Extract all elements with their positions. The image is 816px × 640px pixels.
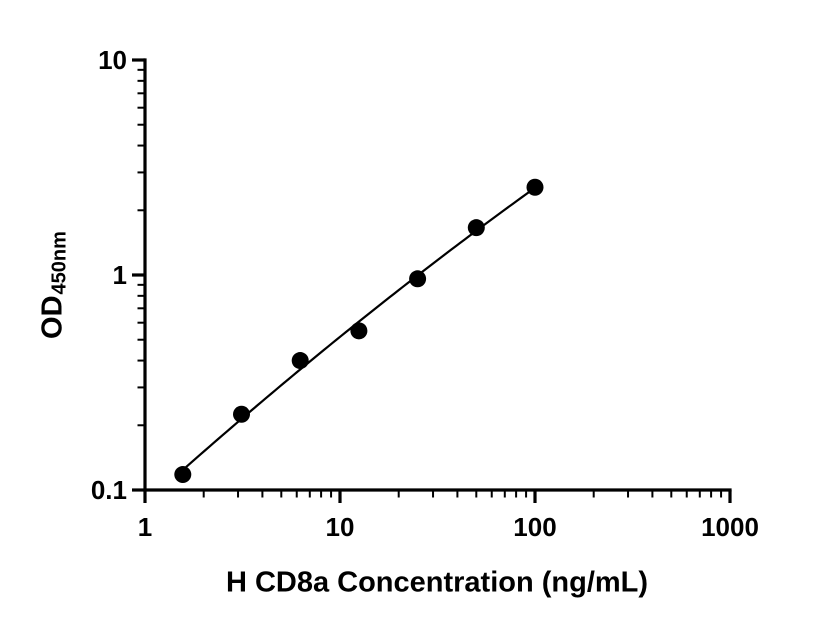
data-point xyxy=(233,405,250,423)
y-axis-title-base: OD xyxy=(36,295,69,339)
y-tick-label: 1 xyxy=(113,260,127,290)
y-axis-title-subscript: 450nm xyxy=(48,231,71,295)
x-tick-label: 1000 xyxy=(701,512,759,542)
data-point xyxy=(526,178,544,196)
data-point xyxy=(174,466,192,484)
y-tick-label: 0.1 xyxy=(91,475,127,505)
x-tick-label: 10 xyxy=(326,512,355,542)
x-tick-label: 1 xyxy=(138,512,152,542)
y-axis-title: OD450nm xyxy=(37,231,72,339)
x-axis-title: H CD8a Concentration (ng/mL) xyxy=(225,566,649,599)
data-point xyxy=(291,352,309,370)
data-point xyxy=(467,219,485,237)
x-tick-label: 100 xyxy=(513,512,556,542)
data-point xyxy=(409,270,427,288)
y-tick-label: 10 xyxy=(98,45,127,75)
data-point xyxy=(350,322,368,340)
